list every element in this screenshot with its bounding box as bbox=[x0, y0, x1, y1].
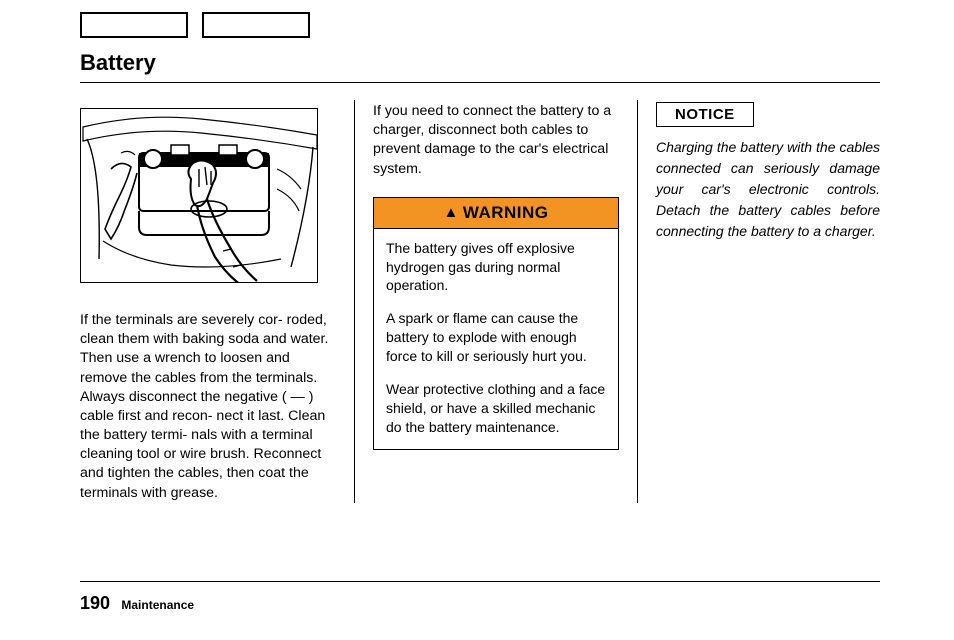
nav-box-1[interactable] bbox=[80, 12, 188, 38]
section-label: Maintenance bbox=[121, 598, 194, 612]
nav-box-2[interactable] bbox=[202, 12, 310, 38]
warning-body: The battery gives off explosive hydrogen… bbox=[374, 229, 618, 449]
warning-triangle-icon: ▲ bbox=[443, 204, 458, 221]
warning-header: ▲ WARNING bbox=[374, 198, 618, 229]
column-3: NOTICE Charging the battery with the cab… bbox=[638, 100, 880, 503]
column-1: If the terminals are severely cor- roded… bbox=[80, 100, 354, 503]
col1-body-text: If the terminals are severely cor- roded… bbox=[80, 311, 336, 503]
col2-intro-text: If you need to connect the battery to a … bbox=[373, 102, 619, 179]
notice-text: Charging the battery with the cables con… bbox=[656, 137, 880, 242]
header-nav-boxes bbox=[80, 12, 310, 38]
column-2: If you need to connect the battery to a … bbox=[354, 100, 638, 503]
warning-p3: Wear protective clothing and a face shie… bbox=[386, 380, 606, 437]
battery-illustration bbox=[80, 108, 318, 283]
footer-rule bbox=[80, 581, 880, 582]
page-title: Battery bbox=[80, 50, 156, 76]
content-columns: If the terminals are severely cor- roded… bbox=[80, 100, 880, 503]
warning-box: ▲ WARNING The battery gives off explosive… bbox=[373, 197, 619, 450]
warning-p1: The battery gives off explosive hydrogen… bbox=[386, 239, 606, 296]
page-footer: 190 Maintenance bbox=[80, 593, 194, 614]
warning-p2: A spark or flame can cause the battery t… bbox=[386, 309, 606, 366]
notice-header: NOTICE bbox=[656, 102, 754, 127]
title-rule bbox=[80, 82, 880, 83]
page-number: 190 bbox=[80, 593, 110, 613]
warning-label: WARNING bbox=[463, 203, 549, 222]
